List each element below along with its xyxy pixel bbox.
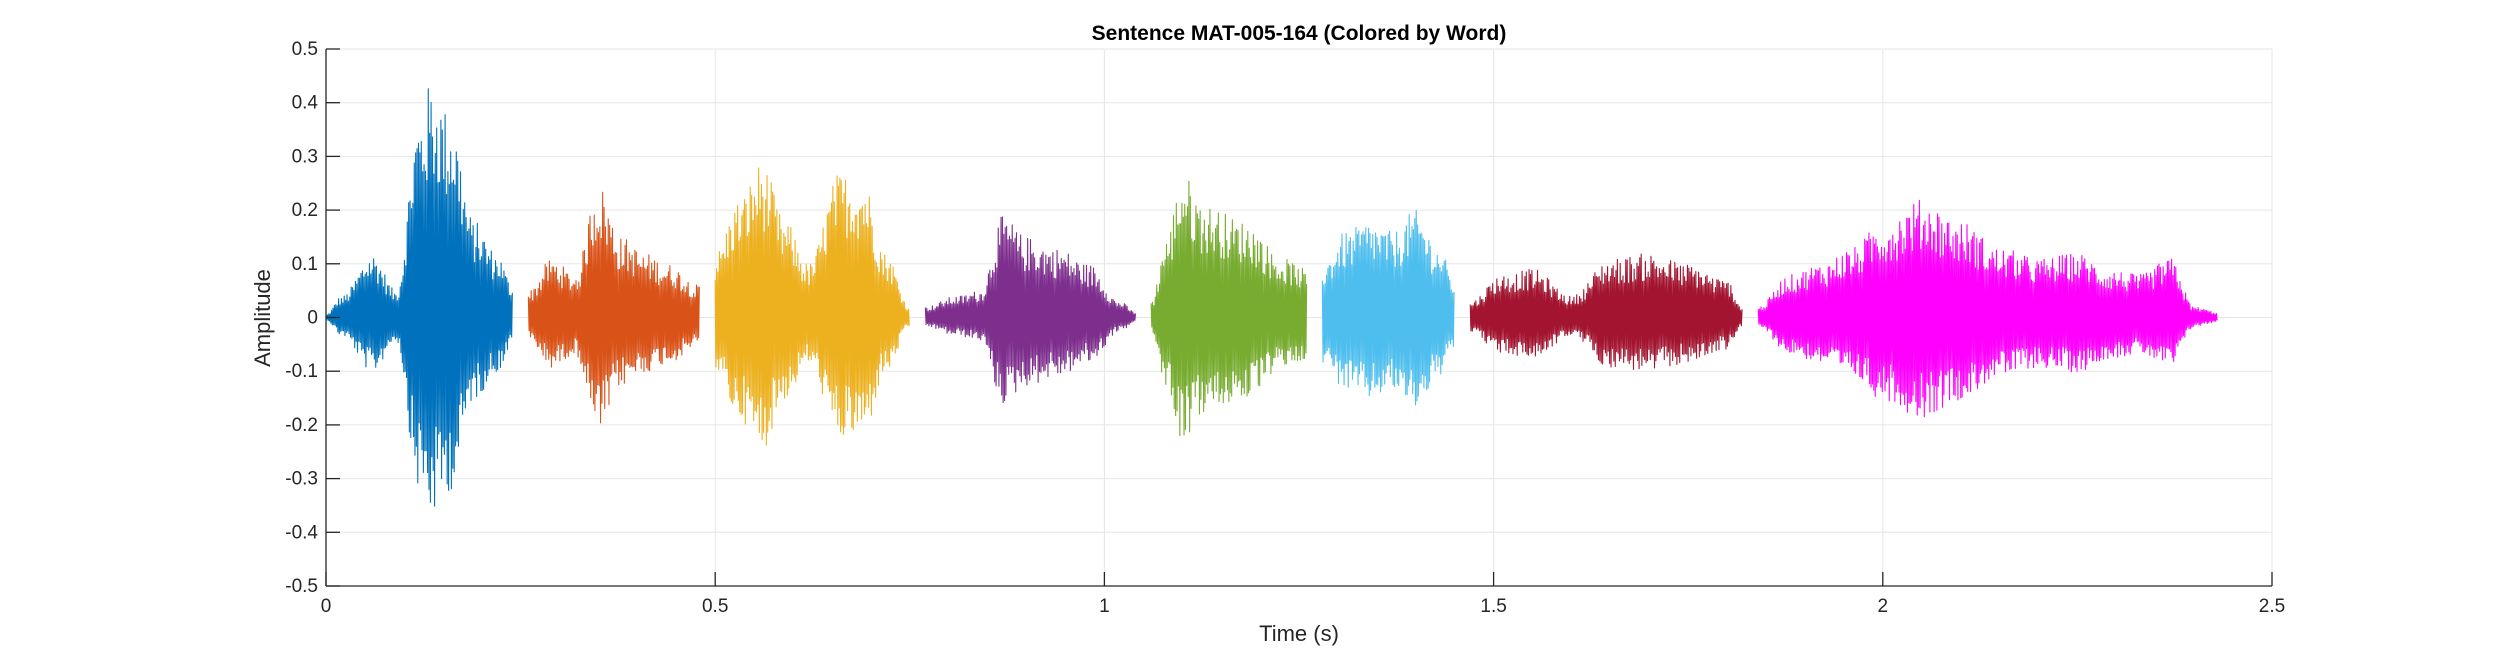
ticks: 0 0.5 1 1.5 2 2.5 0.5 0.4 0.3 0.2 0.1 0 -0.1 -0.2 -0.3… bbox=[285, 39, 2285, 617]
y-tick-label: -0.1 bbox=[285, 361, 318, 382]
y-tick-label: -0.3 bbox=[285, 469, 318, 490]
x-tick-label: 1.5 bbox=[1480, 596, 1506, 617]
waveform-segment-6 bbox=[1321, 209, 1455, 406]
y-tick-label: -0.5 bbox=[285, 576, 318, 597]
waveforms bbox=[325, 88, 2218, 507]
y-tick-label: 0.1 bbox=[292, 254, 318, 275]
waveform-segment-5 bbox=[1150, 180, 1308, 437]
x-tick-label: 1 bbox=[1099, 596, 1110, 617]
y-tick-label: -0.2 bbox=[285, 415, 318, 436]
waveform-segment-4 bbox=[924, 216, 1137, 404]
y-tick-label: 0 bbox=[307, 308, 318, 329]
waveform-segment-8 bbox=[1757, 199, 2218, 418]
waveform-segment-1 bbox=[325, 88, 513, 507]
x-tick-label: 2 bbox=[1878, 596, 1889, 617]
x-tick-label: 2.5 bbox=[2259, 596, 2285, 617]
waveform-segment-7 bbox=[1469, 253, 1743, 370]
x-axis-label: Time (s) bbox=[1259, 621, 1339, 646]
y-tick-label: 0.5 bbox=[292, 39, 318, 60]
y-axis-label: Amplitude bbox=[250, 269, 275, 367]
y-tick-label: 0.4 bbox=[292, 93, 319, 114]
y-tick-label: 0.2 bbox=[292, 200, 318, 221]
waveform-segment-3 bbox=[714, 167, 910, 446]
chart-title: Sentence MAT-005-164 (Colored by Word) bbox=[1092, 22, 1507, 45]
waveform-segment-2 bbox=[527, 191, 700, 424]
x-tick-label: 0.5 bbox=[702, 596, 728, 617]
x-tick-label: 0 bbox=[321, 596, 332, 617]
y-tick-label: -0.4 bbox=[285, 522, 318, 543]
y-tick-label: 0.3 bbox=[292, 146, 318, 167]
